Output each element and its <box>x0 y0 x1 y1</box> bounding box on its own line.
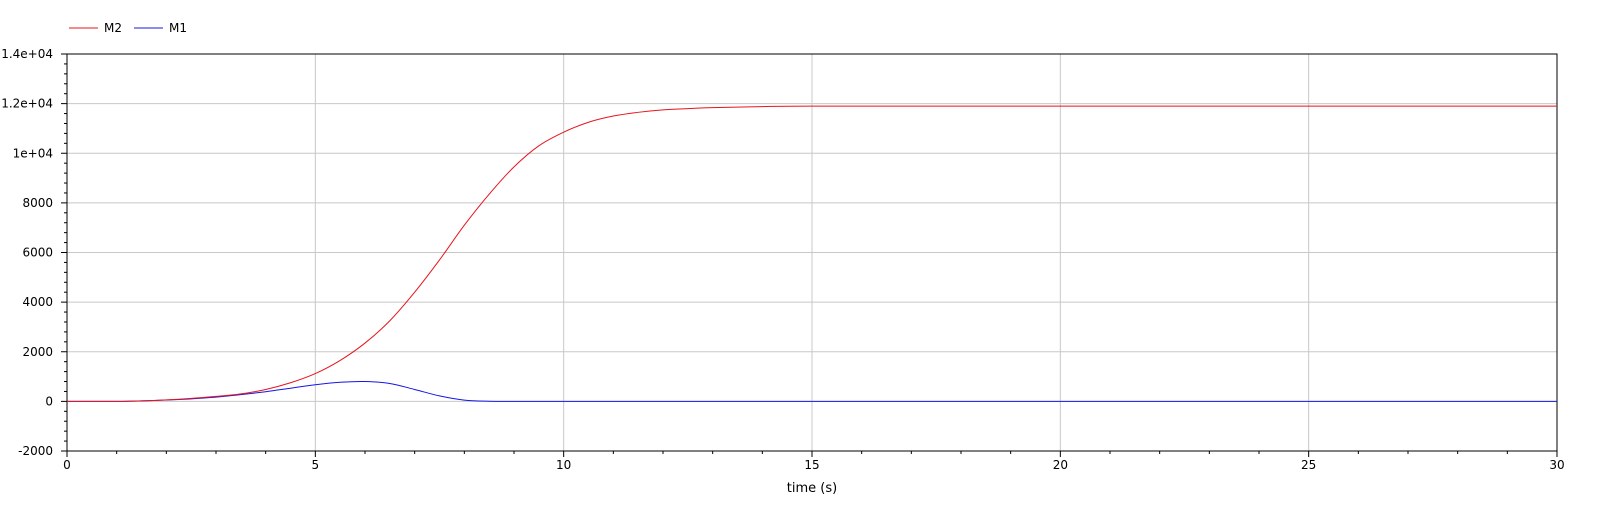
y-tick-label: -2000 <box>18 444 53 458</box>
y-tick-label: 6000 <box>22 246 53 260</box>
series-line-m1 <box>67 380 1557 402</box>
x-tick-label: 20 <box>1053 458 1068 472</box>
series-line-m2 <box>67 105 1557 402</box>
y-tick-label: 1.4e+04 <box>1 47 53 61</box>
x-axis: 0 5 10 15 20 25 30 <box>63 451 1565 472</box>
legend: M2 M1 <box>69 21 187 35</box>
y-tick-label: 8000 <box>22 196 53 210</box>
y-tick-label: 1e+04 <box>13 146 53 160</box>
x-tick-label: 25 <box>1301 458 1316 472</box>
x-tick-label: 30 <box>1549 458 1564 472</box>
y-tick-label: 0 <box>45 394 53 408</box>
y-tick-label: 4000 <box>22 295 53 309</box>
legend-label-m2: M2 <box>104 21 122 35</box>
x-tick-label: 15 <box>804 458 819 472</box>
y-tick-label: 1.2e+04 <box>1 97 53 111</box>
x-tick-label: 10 <box>556 458 571 472</box>
y-tick-label: 2000 <box>22 345 53 359</box>
series-layer <box>67 105 1557 402</box>
x-tick-label: 5 <box>312 458 320 472</box>
grid <box>67 54 1557 451</box>
legend-label-m1: M1 <box>169 21 187 35</box>
x-axis-label: time (s) <box>787 481 837 496</box>
y-axis: -2000 0 2000 4000 6000 8000 1e+04 1.2e+04 1.4e+0… <box>1 47 67 458</box>
x-tick-label: 0 <box>63 458 71 472</box>
